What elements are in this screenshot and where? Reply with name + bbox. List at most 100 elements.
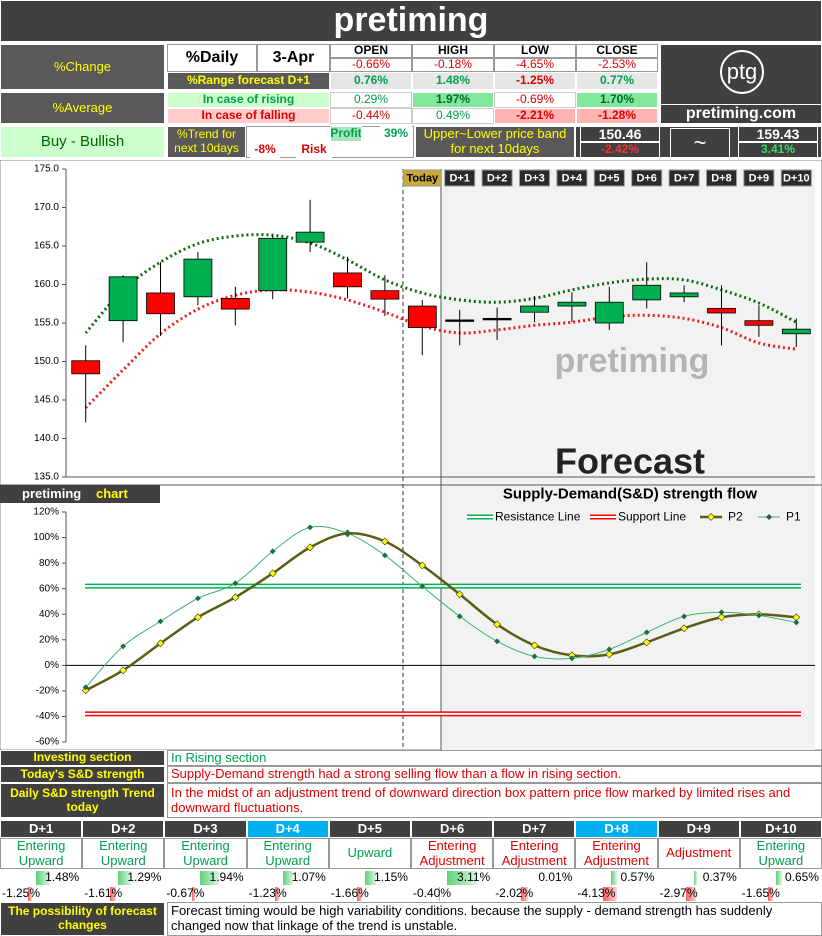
series-line: [85, 525, 797, 688]
fall-value: -1.66%: [330, 886, 369, 901]
rise-value: 1.94%: [209, 870, 244, 885]
point-marker: [193, 613, 202, 622]
day-header: D+5: [328, 820, 411, 838]
y-tick-label: -20%: [36, 686, 59, 697]
chart-title: Supply-Demand(S&D) strength flow: [503, 485, 757, 502]
point-marker: [194, 595, 201, 602]
day-button: [706, 169, 737, 187]
point-marker: [681, 613, 688, 620]
y-tick-label: 135.0: [34, 472, 59, 483]
y-tick-label: 120%: [33, 507, 59, 518]
falling-value: 0.49%: [412, 108, 494, 124]
rise-bar: [611, 871, 617, 885]
rise-value: 1.07%: [291, 870, 326, 885]
y-tick-label: 20%: [39, 634, 59, 645]
tab-title: pretiming: [22, 486, 81, 501]
day-trend: Upward: [328, 838, 411, 869]
point-marker: [419, 583, 426, 590]
point-marker: [381, 552, 388, 559]
change-value: -4.65%: [494, 58, 576, 72]
fall-bar: [767, 887, 774, 901]
column-header: CLOSE: [576, 44, 658, 58]
point-marker: [82, 684, 89, 691]
band-upper-change: 3.41%: [738, 142, 818, 158]
risk-label: Risk: [296, 142, 332, 158]
analysis-text: In Rising section: [167, 750, 822, 766]
forecast-region: [441, 169, 815, 750]
band-label: Upper~Lower price band for next 10days: [415, 126, 575, 158]
change-value: -0.66%: [330, 58, 412, 72]
point-marker: [120, 643, 127, 650]
tab-subtitle: chart: [96, 486, 128, 501]
range-label: %Range forecast D+1: [167, 72, 330, 90]
point-marker: [231, 593, 240, 602]
column-header: LOW: [494, 44, 576, 58]
daily-label: %Daily: [167, 44, 257, 72]
point-marker: [455, 590, 464, 599]
analysis-label: Daily S&D strength Trend today: [0, 783, 165, 818]
candle-body: [781, 328, 811, 335]
range-value: -1.25%: [494, 72, 576, 90]
fall-value: -1.25%: [2, 886, 41, 901]
point-marker: [643, 629, 650, 636]
y-tick-label: 145.0: [34, 395, 59, 406]
fall-value: -1.61%: [84, 886, 123, 901]
falling-value: -0.44%: [330, 108, 412, 124]
band-separator: ~: [670, 128, 730, 158]
rise-value: 0.57%: [620, 870, 655, 885]
point-marker: [718, 609, 725, 616]
point-marker: [418, 561, 427, 570]
y-tick-label: 160.0: [34, 279, 59, 290]
y-tick-label: 175.0: [34, 164, 59, 175]
day-button: [668, 169, 700, 187]
day-button-label: D+10: [783, 172, 810, 184]
day-trend: Entering Upward: [246, 838, 329, 869]
rise-value: 1.48%: [45, 870, 80, 885]
y-tick-label: 170.0: [34, 202, 59, 213]
y-tick-label: -60%: [36, 737, 59, 748]
range-value: 0.77%: [576, 72, 658, 90]
range-value: 0.76%: [330, 72, 412, 90]
point-marker: [568, 655, 575, 662]
analysis-text: In the midst of an adjustment trend of d…: [167, 783, 822, 818]
day-button: [519, 169, 550, 187]
day-button-label: D+5: [599, 172, 620, 184]
logo-site: pretiming.com: [660, 104, 822, 124]
point-marker: [493, 620, 502, 629]
rise-value: 1.15%: [373, 870, 408, 885]
day-header: D+6: [411, 820, 494, 838]
legend-marker: [707, 513, 715, 521]
candle-body: [146, 292, 175, 315]
candle-body: [71, 360, 101, 375]
fall-bar: [192, 887, 195, 901]
average-label: %Average: [0, 92, 165, 124]
y-tick-label: 80%: [39, 558, 59, 569]
point-marker: [81, 686, 90, 695]
day-button-label: D+6: [636, 172, 657, 184]
page-title: pretiming: [0, 0, 822, 42]
y-tick-label: 0%: [45, 660, 60, 671]
fall-bar: [685, 887, 696, 901]
rise-bar: [282, 871, 293, 885]
day-button-label: D+2: [487, 172, 508, 184]
day-header: D+10: [739, 820, 822, 838]
point-marker: [456, 613, 463, 620]
rise-value: 0.37%: [702, 870, 737, 885]
day-header: D+4: [246, 820, 329, 838]
legend-label: P1: [786, 510, 801, 524]
possibility-label: The possibility of forecast changes: [0, 902, 165, 936]
candle-body: [183, 258, 213, 298]
point-marker: [119, 666, 128, 675]
analysis-text: Supply-Demand strength had a strong sell…: [167, 766, 822, 783]
day-header: D+7: [493, 820, 576, 838]
rise-bar: [200, 871, 220, 885]
date: 3-Apr: [257, 44, 330, 72]
rise-bar: [364, 871, 376, 885]
candle-body: [407, 305, 437, 329]
rise-bar: [447, 871, 477, 885]
y-tick-label: -40%: [36, 711, 59, 722]
candle-body: [258, 237, 288, 292]
candle-body: [632, 284, 662, 301]
fall-value: -4.13%: [577, 886, 616, 901]
legend-label: Support Line: [618, 510, 686, 524]
